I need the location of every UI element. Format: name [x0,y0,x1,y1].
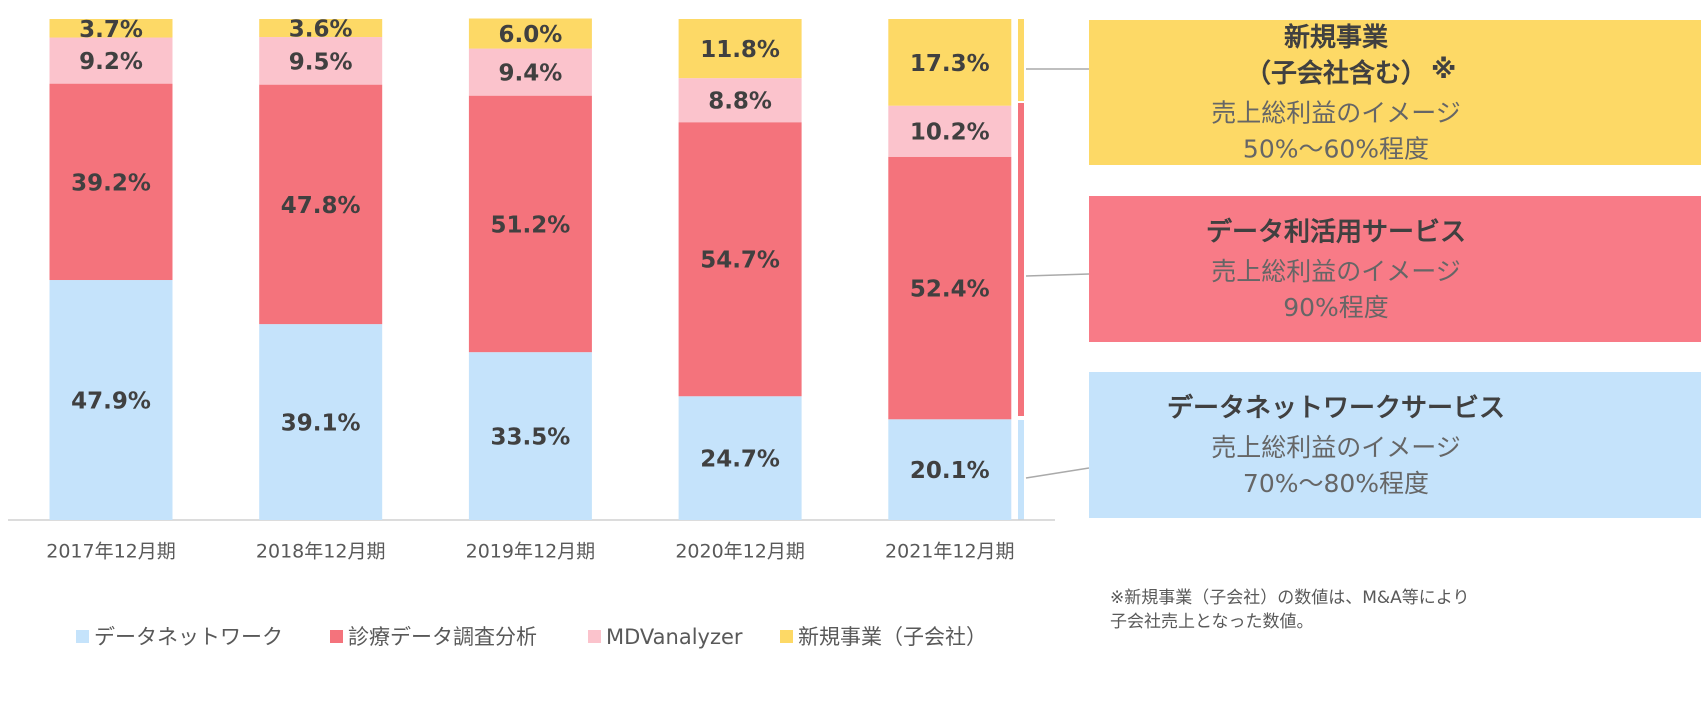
callout-title: （子会社含む） [1245,58,1427,89]
callout-box [1089,196,1701,342]
data-label: 39.2% [71,170,151,196]
bar-segment [468,18,592,49]
data-label: 9.4% [499,61,563,87]
data-label: 33.5% [491,425,571,451]
callout-line: 売上総利益のイメージ [1211,433,1461,462]
data-label: 47.9% [71,389,151,415]
footnote: ※新規事業（子会社）の数値は、M&A等により [1110,588,1469,608]
bar-segment [888,19,1012,106]
bar-segment [49,280,173,520]
legend-label: データネットワーク [94,625,283,649]
x-tick-label: 2018年12月期 [256,541,386,563]
callout-title: データネットワークサービス [1167,393,1505,424]
bar-segment [678,122,802,397]
callout-title: 新規事業 [1284,22,1388,53]
bar-segment [259,324,383,520]
callout-title: データ利活用サービス [1206,217,1466,248]
bar-segment [259,37,383,85]
callout-line: 売上総利益のイメージ [1211,257,1461,286]
data-label: 3.6% [289,17,353,43]
bar-segment [888,105,1012,157]
callout-box [1089,20,1701,165]
callout-box [1089,372,1701,518]
x-tick-label: 2017年12月期 [46,541,176,563]
bar-segment [678,78,802,123]
bar-segment [678,19,802,79]
bar-segment [49,37,173,84]
bar-segment [468,95,592,353]
bar-segment [468,352,592,520]
x-tick-label: 2020年12月期 [675,541,805,563]
bar-segment [259,84,383,325]
data-label: 47.8% [281,193,361,219]
data-label: 54.7% [700,248,780,274]
callout-line: 70%～80%程度 [1243,469,1429,498]
legend-swatch [588,630,601,643]
data-label: 11.8% [700,37,780,63]
side-strip [1018,103,1024,416]
data-label: 9.2% [79,49,143,75]
x-tick-label: 2021年12月期 [885,541,1015,563]
legend-swatch [780,630,793,643]
bar-segment [888,156,1012,420]
side-strip [1018,19,1024,101]
data-label: 52.4% [910,277,990,303]
data-label: 24.7% [700,447,780,473]
data-label: 20.1% [910,458,990,484]
data-label: 6.0% [499,22,563,48]
bar-segment [678,396,802,520]
footnote: 子会社売上となった数値。 [1110,612,1314,632]
bar-segment [888,419,1012,520]
connector [1025,273,1090,277]
legend-label: 診療データ調査分析 [348,625,537,649]
data-label: 39.1% [281,411,361,437]
legend-swatch [330,630,343,643]
data-label: 17.3% [910,51,990,77]
data-label: 51.2% [491,212,571,238]
bar-segment [259,19,383,38]
callout-line: 売上総利益のイメージ [1211,99,1461,128]
data-label: 8.8% [708,89,772,115]
legend-swatch [76,630,89,643]
bar-segment [49,19,173,38]
bar-segment [49,83,173,281]
x-tick-label: 2019年12月期 [466,541,596,563]
data-label: 9.5% [289,49,353,75]
callout-line: 50%～60%程度 [1243,135,1429,164]
side-strip [1018,420,1024,520]
data-label: 3.7% [79,17,143,43]
callout-mark: ※ [1431,55,1456,85]
bar-segment [468,48,592,96]
legend-label: 新規事業（子会社） [798,625,987,649]
connector [1025,467,1090,479]
callout-line: 90%程度 [1283,293,1389,322]
data-label: 10.2% [910,120,990,146]
legend-label: MDVanalyzer [606,625,743,649]
